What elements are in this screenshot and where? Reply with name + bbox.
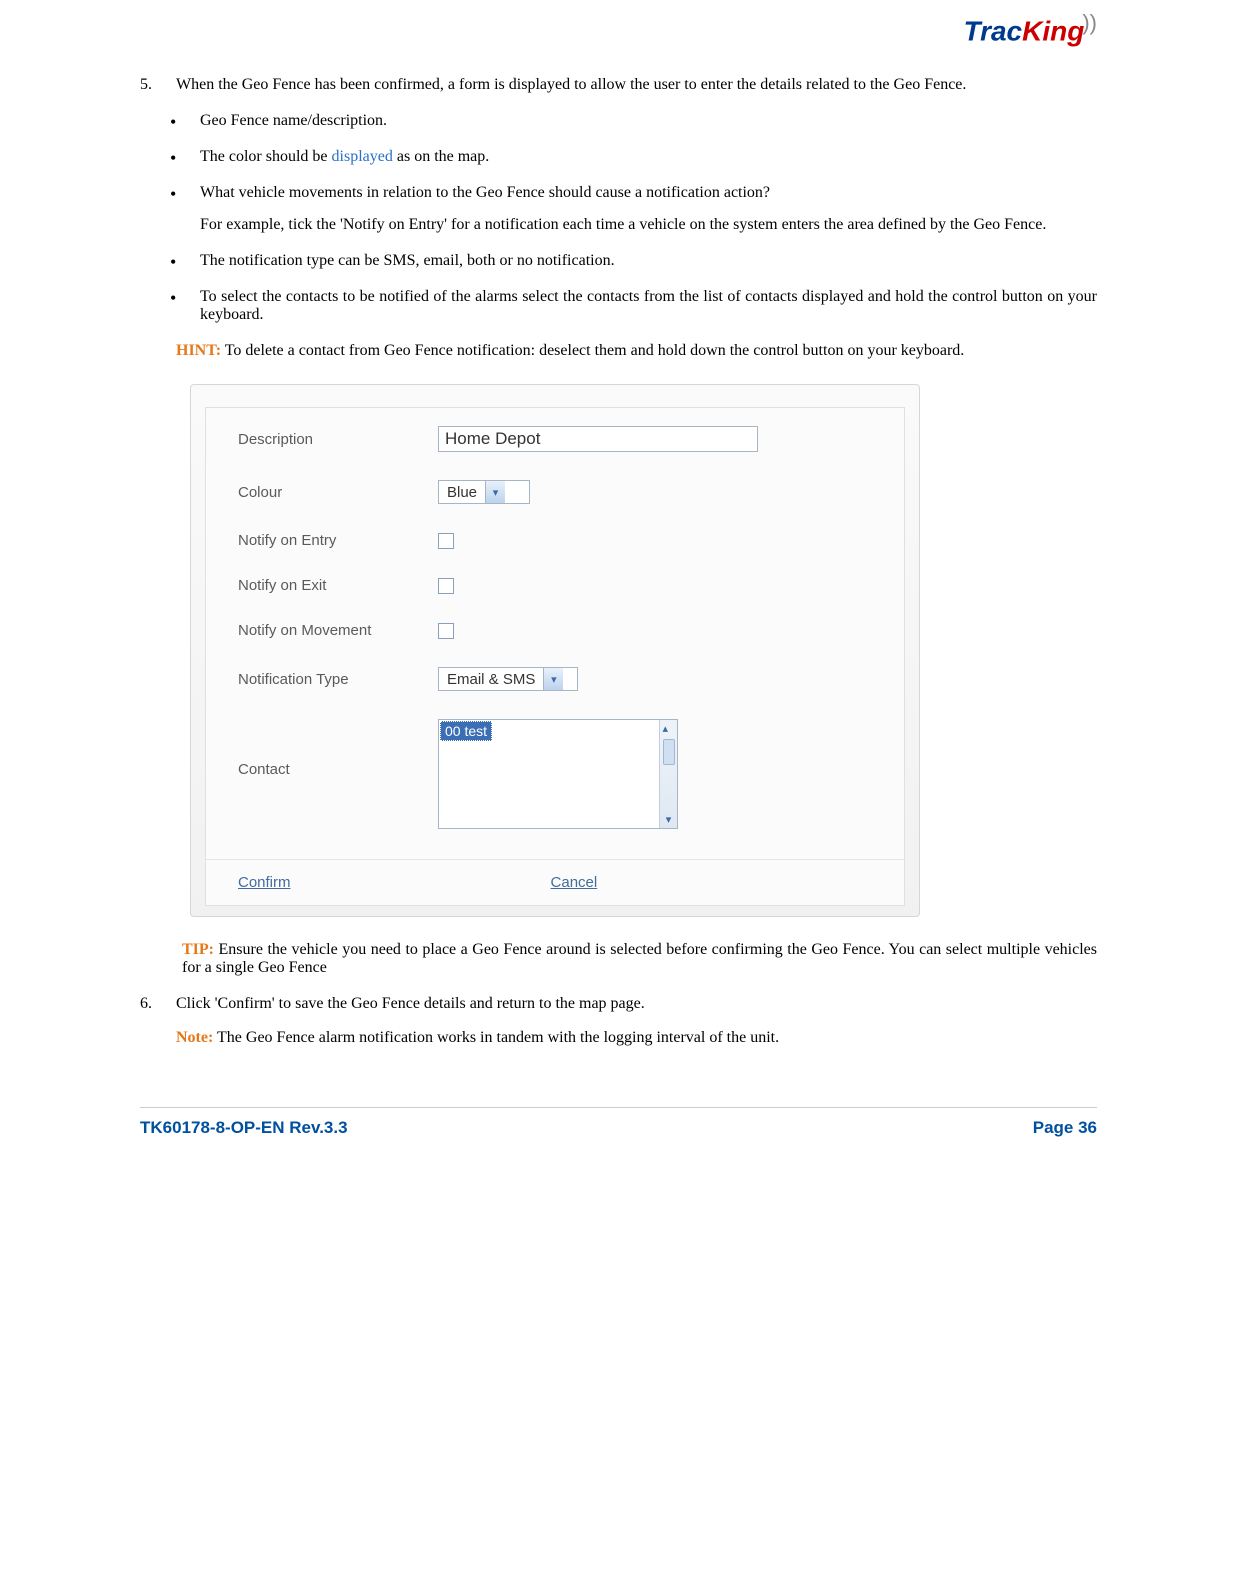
colour-value: Blue xyxy=(439,484,485,501)
bullet-text: To select the contacts to be notified of… xyxy=(200,288,1097,323)
row-colour: Colour Blue ▾ xyxy=(238,480,884,504)
document-body: 5. When the Geo Fence has been confirmed… xyxy=(140,76,1097,1047)
notification-type-select[interactable]: Email & SMS ▾ xyxy=(438,667,578,691)
chevron-down-icon: ▾ xyxy=(485,481,505,503)
row-notify-entry: Notify on Entry xyxy=(238,532,884,549)
description-input[interactable] xyxy=(438,426,758,452)
notify-movement-checkbox[interactable] xyxy=(438,623,454,639)
colour-select[interactable]: Blue ▾ xyxy=(438,480,530,504)
logo-part1: Trac xyxy=(963,15,1022,46)
footer-page-number: Page 36 xyxy=(1033,1118,1097,1138)
bullet-text: The notification type can be SMS, email,… xyxy=(200,252,615,269)
bullet-text: Geo Fence name/description. xyxy=(200,112,387,129)
note-text: The Geo Fence alarm notification works i… xyxy=(213,1029,779,1046)
notify-exit-checkbox[interactable] xyxy=(438,578,454,594)
note-label: Note: xyxy=(176,1029,213,1046)
hint-text: To delete a contact from Geo Fence notif… xyxy=(221,342,964,359)
footer-doc-id: TK60178-8-OP-EN Rev.3.3 xyxy=(140,1118,348,1138)
list-number: 5. xyxy=(140,76,176,94)
cancel-button[interactable]: Cancel xyxy=(551,874,598,891)
row-contact: Contact 00 test ▴ ▾ xyxy=(238,719,884,829)
row-description: Description xyxy=(238,426,884,452)
hint-paragraph: HINT: To delete a contact from Geo Fence… xyxy=(176,342,1097,360)
list-item-6: 6. Click 'Confirm' to save the Geo Fence… xyxy=(140,995,1097,1047)
notify-entry-checkbox[interactable] xyxy=(438,533,454,549)
note-paragraph: Note: The Geo Fence alarm notification w… xyxy=(176,1029,1097,1047)
contact-listbox[interactable]: 00 test ▴ ▾ xyxy=(438,719,678,829)
scroll-up-icon[interactable]: ▴ xyxy=(663,720,675,737)
row-notify-exit: Notify on Exit xyxy=(238,577,884,594)
logo-waves-icon: )) xyxy=(1082,10,1097,36)
notification-type-value: Email & SMS xyxy=(439,671,543,688)
label-notify-movement: Notify on Movement xyxy=(238,622,438,639)
displayed-link[interactable]: displayed xyxy=(332,148,393,165)
label-colour: Colour xyxy=(238,484,438,501)
label-notify-entry: Notify on Entry xyxy=(238,532,438,549)
tip-text: Ensure the vehicle you need to place a G… xyxy=(182,941,1097,976)
row-notification-type: Notification Type Email & SMS ▾ xyxy=(238,667,884,691)
confirm-button[interactable]: Confirm xyxy=(238,874,291,891)
label-contact: Contact xyxy=(238,719,438,778)
label-notification-type: Notification Type xyxy=(238,671,438,688)
hint-label: HINT: xyxy=(176,342,221,359)
list-number: 6. xyxy=(140,995,176,1013)
label-notify-exit: Notify on Exit xyxy=(238,577,438,594)
bullet-text: The color should be displayed as on the … xyxy=(200,148,489,165)
bullet-item: What vehicle movements in relation to th… xyxy=(170,184,1097,234)
logo-part2: King xyxy=(1022,15,1084,46)
chevron-down-icon: ▾ xyxy=(543,668,563,690)
scroll-down-icon[interactable]: ▾ xyxy=(666,811,672,828)
contact-selected-item[interactable]: 00 test xyxy=(440,721,492,741)
label-description: Description xyxy=(238,431,438,448)
tip-label: TIP: xyxy=(182,941,214,958)
list-text: Click 'Confirm' to save the Geo Fence de… xyxy=(176,995,645,1013)
scroll-thumb[interactable] xyxy=(663,739,675,765)
bullet-item: The color should be displayed as on the … xyxy=(170,148,1097,166)
brand-logo: TracKing)) xyxy=(963,10,1097,47)
bullet-item: Geo Fence name/description. xyxy=(170,112,1097,130)
bullet-item: The notification type can be SMS, email,… xyxy=(170,252,1097,270)
geo-fence-form: Description Colour Blue ▾ Notify on Entr… xyxy=(190,384,920,917)
page-footer: TK60178-8-OP-EN Rev.3.3 Page 36 xyxy=(140,1107,1097,1138)
bullet-subtext: For example, tick the 'Notify on Entry' … xyxy=(200,216,1097,234)
list-item-5: 5. When the Geo Fence has been confirmed… xyxy=(140,76,1097,977)
bullet-text: What vehicle movements in relation to th… xyxy=(200,184,770,201)
tip-paragraph: TIP: Ensure the vehicle you need to plac… xyxy=(182,941,1097,977)
row-notify-movement: Notify on Movement xyxy=(238,622,884,639)
scrollbar[interactable]: ▴ ▾ xyxy=(659,720,677,828)
bullet-item: To select the contacts to be notified of… xyxy=(170,288,1097,324)
list-text: When the Geo Fence has been confirmed, a… xyxy=(176,76,966,94)
form-footer: Confirm Cancel xyxy=(205,859,905,906)
